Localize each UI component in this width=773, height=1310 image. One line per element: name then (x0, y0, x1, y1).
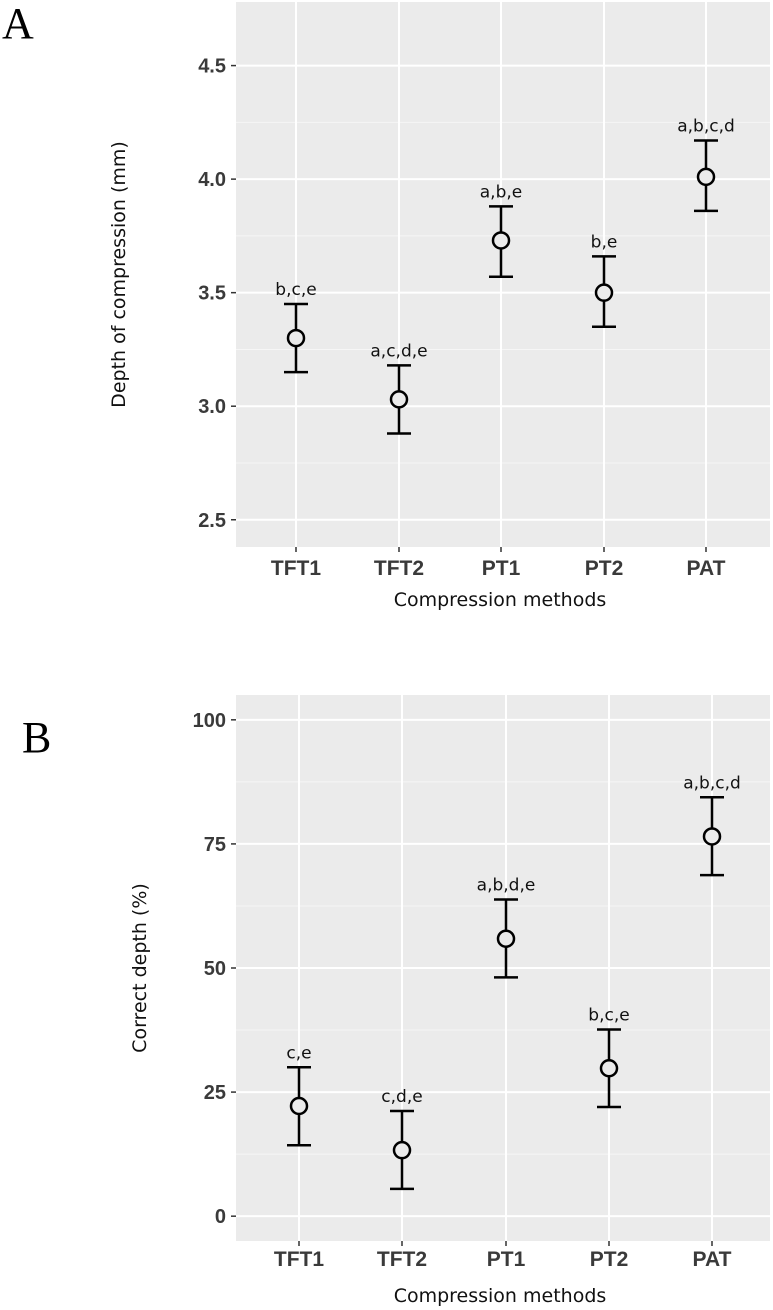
y-tick-label: 3.0 (198, 396, 226, 418)
x-tick-label: PAT (693, 1248, 732, 1271)
chart-panel-a: A 2.5 3.0 3.5 4.0 4.5 TFT1 TFT2 PT1 PT2 PAT Compres… (2, 0, 770, 611)
significance-label: b,c,e (275, 280, 316, 300)
panel-label: A (2, 0, 34, 48)
mean-point-pt1 (496, 929, 516, 948)
x-tick-label: PT2 (585, 557, 624, 580)
y-tick-label: 4.5 (198, 56, 226, 78)
mean-point-tft1 (289, 1096, 309, 1116)
y-tick-label: 0 (215, 1206, 226, 1228)
significance-label: b,e (591, 232, 618, 252)
y-axis-title: Correct depth (%) (129, 883, 151, 1053)
x-tick-label: TFT1 (271, 557, 321, 580)
mean-point-tft2 (389, 390, 409, 409)
y-tick-label: 3.5 (198, 283, 226, 305)
y-tick-label: 25 (204, 1082, 226, 1104)
mean-point-pt2 (594, 283, 614, 302)
mean-point-pat (702, 827, 722, 846)
x-tick-label: PT1 (482, 557, 521, 580)
mean-point-pat (696, 167, 716, 187)
mean-point-tft2 (392, 1140, 412, 1160)
plot-background (236, 2, 770, 547)
significance-label: c,e (286, 1043, 311, 1063)
significance-label: a,b,c,d (683, 773, 741, 793)
chart-panel-b: B 0 25 50 75 100 TFT1 TFT2 PT1 PT2 PAT Compression … (22, 695, 770, 1307)
panel-label: B (22, 713, 51, 762)
x-tick-label: PAT (687, 557, 726, 580)
x-tick-label: TFT2 (377, 1248, 427, 1271)
significance-label: a,b,e (480, 182, 522, 202)
mean-point-pt2 (599, 1059, 619, 1078)
y-tick-label: 4.0 (198, 169, 226, 191)
significance-label: a,b,d,e (477, 876, 536, 896)
x-tick-label: PT2 (590, 1248, 629, 1271)
y-axis-title: Depth of compression (mm) (108, 141, 130, 408)
y-tick-label: 100 (193, 710, 226, 732)
x-tick-label: TFT2 (374, 557, 424, 580)
significance-label: a,b,c,d (677, 117, 735, 137)
x-axis-title: Compression methods (394, 1285, 607, 1307)
x-tick-label: TFT1 (274, 1248, 324, 1271)
mean-point-tft1 (286, 328, 306, 348)
mean-point-pt1 (491, 231, 511, 250)
x-axis-title: Compression methods (394, 589, 607, 611)
significance-label: b,c,e (588, 1006, 629, 1026)
y-tick-label: 50 (204, 958, 226, 980)
y-tick-label: 75 (204, 834, 226, 856)
significance-label: a,c,d,e (370, 341, 427, 361)
significance-label: c,d,e (381, 1087, 422, 1107)
y-tick-label: 2.5 (198, 510, 226, 532)
x-tick-label: PT1 (487, 1248, 526, 1271)
